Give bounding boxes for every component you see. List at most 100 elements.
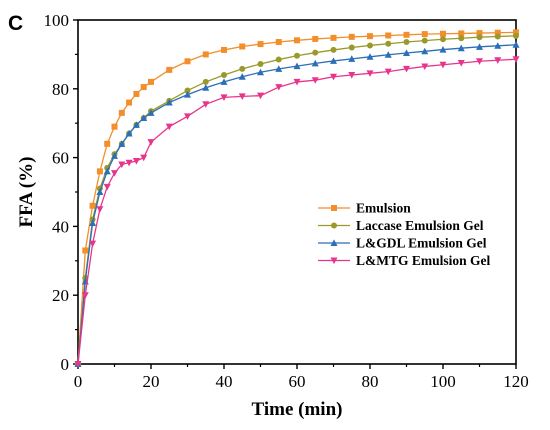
series-3 [74, 41, 520, 367]
data-point [132, 121, 140, 128]
x-tick-label: 40 [216, 372, 233, 391]
data-point [421, 63, 429, 71]
data-point [348, 55, 356, 62]
data-point [512, 41, 520, 48]
series-line [77, 44, 517, 365]
data-point [494, 57, 502, 64]
series-line [77, 58, 517, 365]
data-point [96, 188, 104, 195]
data-point [403, 39, 410, 46]
data-point [312, 35, 319, 42]
data-point [81, 292, 89, 299]
data-point [104, 140, 111, 147]
data-point [366, 70, 374, 77]
data-point [457, 44, 465, 52]
data-point [202, 51, 209, 58]
data-point [439, 45, 447, 53]
data-point [184, 113, 191, 120]
data-point [239, 65, 246, 72]
data-point [330, 57, 337, 64]
data-point [403, 49, 410, 57]
data-point [476, 30, 483, 37]
legend-item: L&GDL Emulsion Gel [318, 236, 487, 251]
data-point [513, 32, 519, 39]
x-axis-title: Time (min) [252, 399, 343, 420]
data-point [238, 73, 246, 80]
panel-label: C [8, 12, 23, 35]
x-tick-label: 80 [362, 372, 379, 391]
data-point [367, 42, 373, 49]
legend: Emulsion Laccase Emulsion Gel L&GDL Emulsi… [318, 201, 491, 268]
data-point [330, 73, 337, 81]
data-point [385, 40, 392, 47]
legend-item: Emulsion [318, 201, 411, 216]
y-tick-label: 60 [52, 149, 69, 168]
data-point [148, 78, 154, 85]
legend-item: Laccase Emulsion Gel [318, 218, 484, 233]
data-point [348, 72, 356, 79]
data-point [330, 34, 337, 41]
data-point [96, 168, 103, 175]
data-point [202, 78, 209, 85]
legend-label: L&GDL Emulsion Gel [356, 236, 487, 251]
data-point [512, 56, 520, 63]
data-point [184, 58, 191, 65]
data-point [103, 183, 111, 191]
x-tick-label: 120 [503, 372, 529, 391]
data-point [118, 140, 126, 147]
data-point [348, 33, 355, 40]
data-point [458, 30, 465, 37]
y-axis-title: FFA (%) [16, 157, 37, 228]
legend-label: Laccase Emulsion Gel [356, 218, 484, 233]
data-point [166, 66, 173, 73]
data-point [494, 29, 501, 36]
legend-label: Emulsion [356, 201, 411, 216]
data-point [89, 219, 97, 226]
data-point [293, 62, 301, 70]
data-point [239, 43, 246, 50]
legend-item: L&MTG Emulsion Gel [318, 253, 491, 268]
data-point [89, 202, 96, 209]
data-point [348, 44, 355, 51]
series-4 [74, 56, 520, 368]
series-layer [74, 29, 520, 368]
data-point [257, 41, 264, 48]
data-point [111, 170, 118, 177]
data-point [458, 35, 465, 42]
data-point [140, 84, 147, 91]
y-tick-label: 100 [44, 11, 70, 30]
legend-marker [331, 222, 337, 229]
data-point [421, 37, 428, 44]
y-tick-label: 80 [52, 80, 69, 99]
legend-label: L&MTG Emulsion Gel [356, 253, 491, 268]
data-point [513, 29, 519, 36]
plot-frame [77, 19, 517, 365]
data-point [385, 32, 392, 39]
data-point [312, 49, 319, 56]
data-point [221, 72, 227, 79]
data-point [165, 98, 173, 106]
data-point [184, 87, 191, 94]
data-point [476, 34, 483, 41]
data-point [147, 139, 155, 146]
data-point [103, 167, 111, 175]
x-tick-label: 100 [430, 372, 456, 391]
data-point [74, 361, 82, 368]
data-point [111, 123, 118, 130]
data-point [96, 206, 104, 213]
data-point [294, 37, 300, 44]
data-point [275, 84, 283, 91]
data-point [476, 58, 483, 65]
data-point [440, 30, 446, 37]
data-point [494, 42, 502, 49]
data-point [421, 31, 428, 38]
data-point [384, 68, 392, 76]
data-point [133, 90, 140, 97]
data-point [111, 152, 118, 159]
data-point [202, 84, 210, 91]
data-point [140, 154, 148, 162]
data-point [275, 65, 283, 72]
data-point [440, 36, 446, 43]
data-point [257, 92, 264, 100]
